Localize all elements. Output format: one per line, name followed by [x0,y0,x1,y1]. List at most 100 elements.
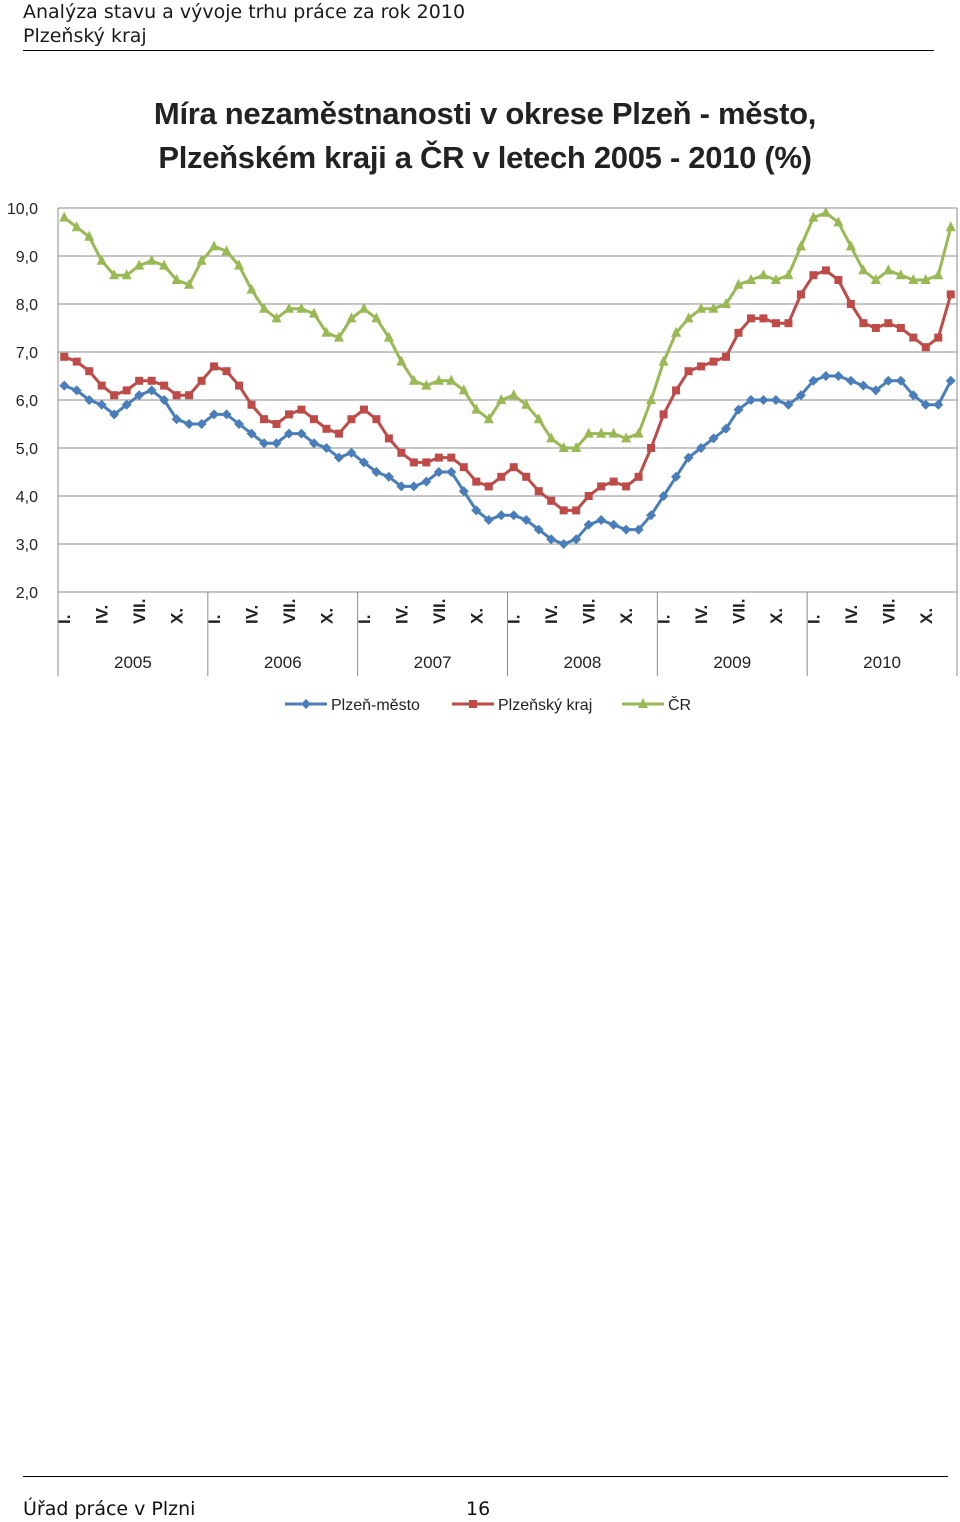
data-point-1 [809,271,818,280]
data-point-0 [583,519,594,530]
data-point-2 [696,302,707,313]
data-point-2 [159,259,170,270]
data-point-1 [634,472,643,481]
data-point-0 [446,467,457,477]
data-point-2 [671,326,682,337]
legend-marker [638,698,648,708]
series-line-0 [63,374,953,546]
data-point-0 [683,452,694,463]
data-point-2 [933,269,944,280]
data-point-2 [446,374,457,385]
month-tick-label: X. [617,608,636,624]
data-point-0 [596,515,607,525]
data-point-0 [558,539,569,549]
data-point-0 [296,428,307,439]
data-point-2 [196,254,207,265]
data-point-2 [271,312,282,323]
data-point-2 [171,274,182,284]
data-point-0 [84,395,95,405]
data-point-2 [221,245,232,256]
month-tick-label: VII. [729,598,748,624]
data-point-0 [533,524,544,535]
data-point-2 [758,269,769,280]
data-point-2 [658,355,669,366]
data-point-2 [583,427,594,438]
legend-marker [301,699,311,709]
data-point-1 [322,424,331,433]
data-point-2 [408,374,419,385]
data-point-2 [496,394,507,404]
data-point-2 [521,398,532,409]
month-tick-label: I. [505,615,524,624]
month-tick-label: X. [467,608,486,624]
legend-label: ČR [668,695,691,714]
data-point-1 [447,453,456,462]
document-header-title: Analýza stavu a vývoje trhu práce za rok… [23,1,466,23]
data-point-2 [483,413,494,424]
data-point-2 [121,269,132,280]
data-point-1 [422,458,431,467]
data-point-2 [571,442,582,452]
data-point-1 [347,415,356,424]
data-point-1 [459,463,468,472]
data-point-2 [421,379,432,390]
data-point-0 [283,428,294,439]
data-point-0 [696,443,707,453]
unemployment-line-chart: 2,0 3,0 4,0 5,0 6,0 7,0 8,0 9,0 10,0 2005 I. IV. VII… [7,201,958,714]
data-point-1 [509,463,518,472]
data-point-1 [946,290,955,299]
data-point-0 [271,438,282,449]
data-point-2 [608,427,619,438]
data-point-1 [921,343,930,352]
data-point-0 [833,371,844,381]
data-point-2 [71,221,82,232]
data-point-0 [945,375,956,386]
month-tick-label: VII. [879,598,898,624]
month-tick-label: X. [767,608,786,624]
data-point-0 [358,457,369,468]
data-point-1 [522,472,531,481]
data-point-1 [597,482,606,491]
data-point-2 [346,312,357,323]
y-tick-label: 10,0 [7,201,38,218]
data-point-0 [383,471,394,482]
data-point-2 [283,302,294,313]
chart-title-line-1: Míra nezaměstnanosti v okrese Plzeň - mě… [153,96,817,131]
data-point-2 [721,298,732,308]
data-point-1 [85,367,94,376]
data-point-1 [559,506,568,515]
month-tick-label: VII. [580,598,599,624]
data-point-1 [684,367,693,376]
data-point-0 [308,438,319,449]
data-point-1 [846,300,855,308]
series-line-1 [63,268,953,512]
legend-label: Plzeňský kraj [498,697,592,714]
data-point-2 [745,274,756,284]
data-point-0 [795,390,806,401]
y-tick-label: 9,0 [16,249,38,266]
data-point-1 [647,444,656,452]
data-point-1 [484,482,493,491]
footer-office: Úřad práce v Plzni [23,1498,196,1520]
data-point-1 [622,482,631,491]
data-point-2 [833,216,844,227]
footer-divider [23,1476,948,1477]
data-point-0 [671,471,682,482]
data-point-0 [184,419,195,429]
year-label: 2006 [264,653,302,672]
data-point-2 [683,312,694,323]
data-point-0 [209,409,220,420]
data-point-1 [859,319,868,328]
data-point-0 [708,433,719,444]
data-point-1 [434,453,443,462]
document-header-region: Plzeňský kraj [23,25,147,47]
month-tick-label: X. [168,608,187,624]
data-point-1 [409,458,418,467]
data-point-2 [895,269,906,280]
y-tick-label: 7,0 [16,345,38,362]
month-tick-label: VII. [130,598,149,624]
data-point-1 [397,448,406,457]
data-point-1 [934,333,943,342]
data-point-2 [533,413,544,424]
data-point-0 [658,491,669,501]
